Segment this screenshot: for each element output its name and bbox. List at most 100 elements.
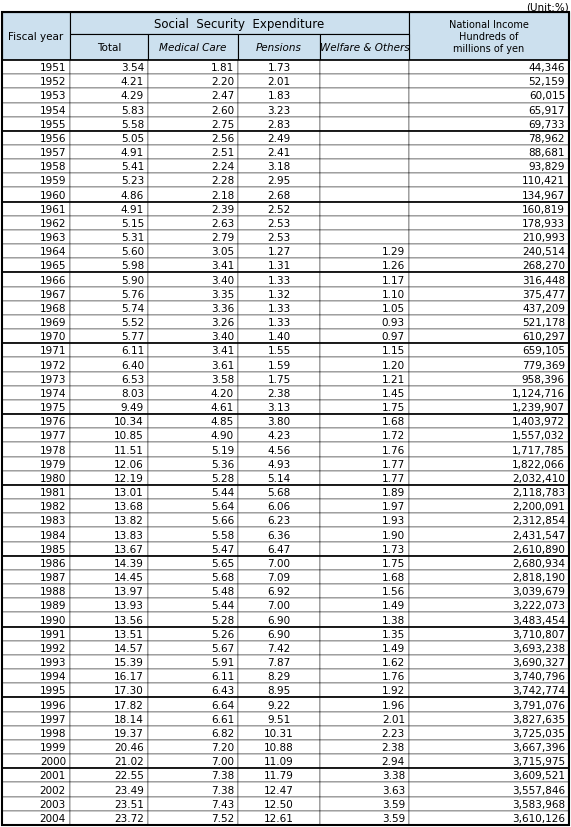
Text: 11.09: 11.09 xyxy=(264,757,294,767)
Bar xyxy=(320,571,409,585)
Bar xyxy=(70,245,148,259)
Bar xyxy=(148,358,238,372)
Bar xyxy=(70,344,148,358)
Bar xyxy=(238,485,320,500)
Text: 437,209: 437,209 xyxy=(522,304,565,313)
Bar xyxy=(2,810,70,825)
Text: Medical Care: Medical Care xyxy=(159,43,227,53)
Text: 1955: 1955 xyxy=(39,120,66,130)
Text: 3.35: 3.35 xyxy=(211,289,234,299)
Text: 5.52: 5.52 xyxy=(120,318,144,327)
Text: 5.90: 5.90 xyxy=(121,275,144,285)
Text: 3,583,968: 3,583,968 xyxy=(512,799,565,809)
Bar xyxy=(2,287,70,302)
Bar xyxy=(148,117,238,131)
Bar xyxy=(148,768,238,782)
Text: 2004: 2004 xyxy=(40,813,66,823)
Text: Social  Security  Expenditure: Social Security Expenditure xyxy=(154,17,325,31)
Bar xyxy=(70,217,148,231)
Bar xyxy=(2,471,70,485)
Text: Total: Total xyxy=(97,43,121,53)
Bar xyxy=(409,400,569,414)
Text: 3,483,454: 3,483,454 xyxy=(512,614,565,625)
Text: 7.20: 7.20 xyxy=(211,742,234,753)
Bar xyxy=(238,796,320,810)
Bar xyxy=(70,571,148,585)
Text: 2.38: 2.38 xyxy=(267,389,291,399)
Bar xyxy=(409,528,569,542)
Text: 3.23: 3.23 xyxy=(267,106,291,116)
Bar xyxy=(70,103,148,117)
Bar xyxy=(320,500,409,514)
Bar xyxy=(148,330,238,344)
Text: 1951: 1951 xyxy=(39,63,66,73)
Text: 5.60: 5.60 xyxy=(121,247,144,257)
Bar xyxy=(2,89,70,103)
Text: 521,178: 521,178 xyxy=(522,318,565,327)
Text: 1979: 1979 xyxy=(39,459,66,469)
Text: 5.26: 5.26 xyxy=(211,629,234,639)
Text: 268,270: 268,270 xyxy=(522,261,565,271)
Text: 316,448: 316,448 xyxy=(522,275,565,285)
Text: 15.39: 15.39 xyxy=(114,657,144,667)
Bar xyxy=(320,372,409,386)
Text: 3,039,679: 3,039,679 xyxy=(512,586,565,596)
Text: 52,159: 52,159 xyxy=(529,77,565,87)
Text: 18.14: 18.14 xyxy=(114,714,144,724)
Text: 1.38: 1.38 xyxy=(382,614,405,625)
Bar xyxy=(320,131,409,146)
Text: 1.32: 1.32 xyxy=(267,289,291,299)
Text: 1.59: 1.59 xyxy=(267,360,291,370)
Text: 23.72: 23.72 xyxy=(114,813,144,823)
Text: 1.72: 1.72 xyxy=(382,431,405,441)
Text: 13.01: 13.01 xyxy=(114,487,144,498)
Bar xyxy=(238,429,320,443)
Text: 1986: 1986 xyxy=(39,558,66,568)
Text: 3,710,807: 3,710,807 xyxy=(512,629,565,639)
Text: 1952: 1952 xyxy=(39,77,66,87)
Bar xyxy=(409,810,569,825)
Bar xyxy=(409,146,569,160)
Bar xyxy=(409,259,569,273)
Text: 5.58: 5.58 xyxy=(120,120,144,130)
Bar xyxy=(320,117,409,131)
Text: 8.95: 8.95 xyxy=(267,686,291,696)
Text: 1.77: 1.77 xyxy=(382,473,405,483)
Bar xyxy=(238,457,320,471)
Text: 5.77: 5.77 xyxy=(120,332,144,342)
Text: 1968: 1968 xyxy=(39,304,66,313)
Text: 3,609,521: 3,609,521 xyxy=(512,771,565,781)
Text: 1.76: 1.76 xyxy=(382,672,405,681)
Bar xyxy=(409,471,569,485)
Text: 1,822,066: 1,822,066 xyxy=(512,459,565,469)
Bar xyxy=(320,782,409,796)
Bar xyxy=(2,557,70,571)
Text: 1.96: 1.96 xyxy=(382,700,405,710)
Text: 4.21: 4.21 xyxy=(120,77,144,87)
Bar xyxy=(2,542,70,557)
Text: 6.92: 6.92 xyxy=(267,586,291,596)
Text: 3,557,846: 3,557,846 xyxy=(512,785,565,795)
Bar xyxy=(238,344,320,358)
Bar xyxy=(70,627,148,641)
Bar xyxy=(2,217,70,231)
Text: 3,610,126: 3,610,126 xyxy=(512,813,565,823)
Text: 0.97: 0.97 xyxy=(382,332,405,342)
Text: 958,396: 958,396 xyxy=(522,375,565,385)
Bar xyxy=(148,754,238,768)
Bar xyxy=(148,514,238,528)
Text: 1987: 1987 xyxy=(39,572,66,582)
Bar xyxy=(148,528,238,542)
Text: 1.76: 1.76 xyxy=(382,445,405,455)
Bar xyxy=(320,160,409,174)
Text: 2.24: 2.24 xyxy=(211,162,234,172)
Bar xyxy=(148,542,238,557)
Bar xyxy=(409,189,569,203)
Text: 4.86: 4.86 xyxy=(120,190,144,200)
Text: 3,725,035: 3,725,035 xyxy=(512,728,565,738)
Bar xyxy=(148,160,238,174)
Text: 8.03: 8.03 xyxy=(121,389,144,399)
Bar xyxy=(148,61,238,75)
Text: 13.67: 13.67 xyxy=(114,544,144,554)
Bar xyxy=(238,655,320,669)
